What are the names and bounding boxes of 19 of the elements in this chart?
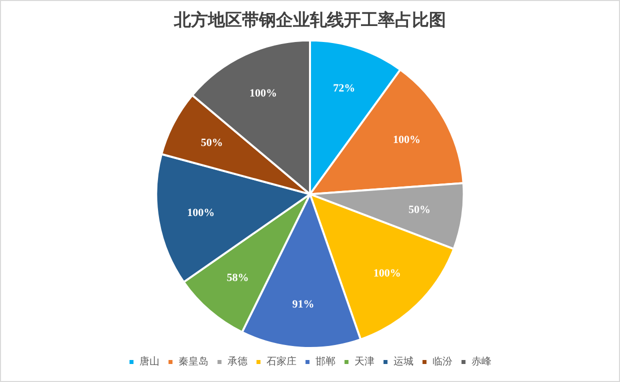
legend-label: 天津 bbox=[354, 356, 374, 368]
data-label: 100% bbox=[250, 88, 278, 100]
legend-label: 临汾 bbox=[432, 356, 452, 368]
legend-label: 赤峰 bbox=[472, 356, 492, 368]
data-label: 91% bbox=[292, 298, 314, 311]
legend-label: 石家庄 bbox=[266, 356, 296, 368]
legend-label: 邯郸 bbox=[316, 356, 336, 368]
data-label: 72% bbox=[333, 82, 356, 95]
data-label: 100% bbox=[187, 207, 215, 220]
data-label: 58% bbox=[226, 272, 249, 284]
data-label: 50% bbox=[408, 204, 431, 216]
data-label: 100% bbox=[373, 267, 401, 280]
legend-label: 运城 bbox=[394, 356, 414, 368]
legend-label: 唐山 bbox=[140, 356, 160, 368]
chart-title: 北方地区带钢企业轧线开工率占比图 bbox=[173, 10, 446, 30]
data-label: 100% bbox=[393, 134, 421, 146]
legend-label: 秦皇岛 bbox=[178, 356, 208, 368]
data-label: 50% bbox=[200, 136, 223, 149]
legend-label: 承德 bbox=[228, 356, 248, 368]
